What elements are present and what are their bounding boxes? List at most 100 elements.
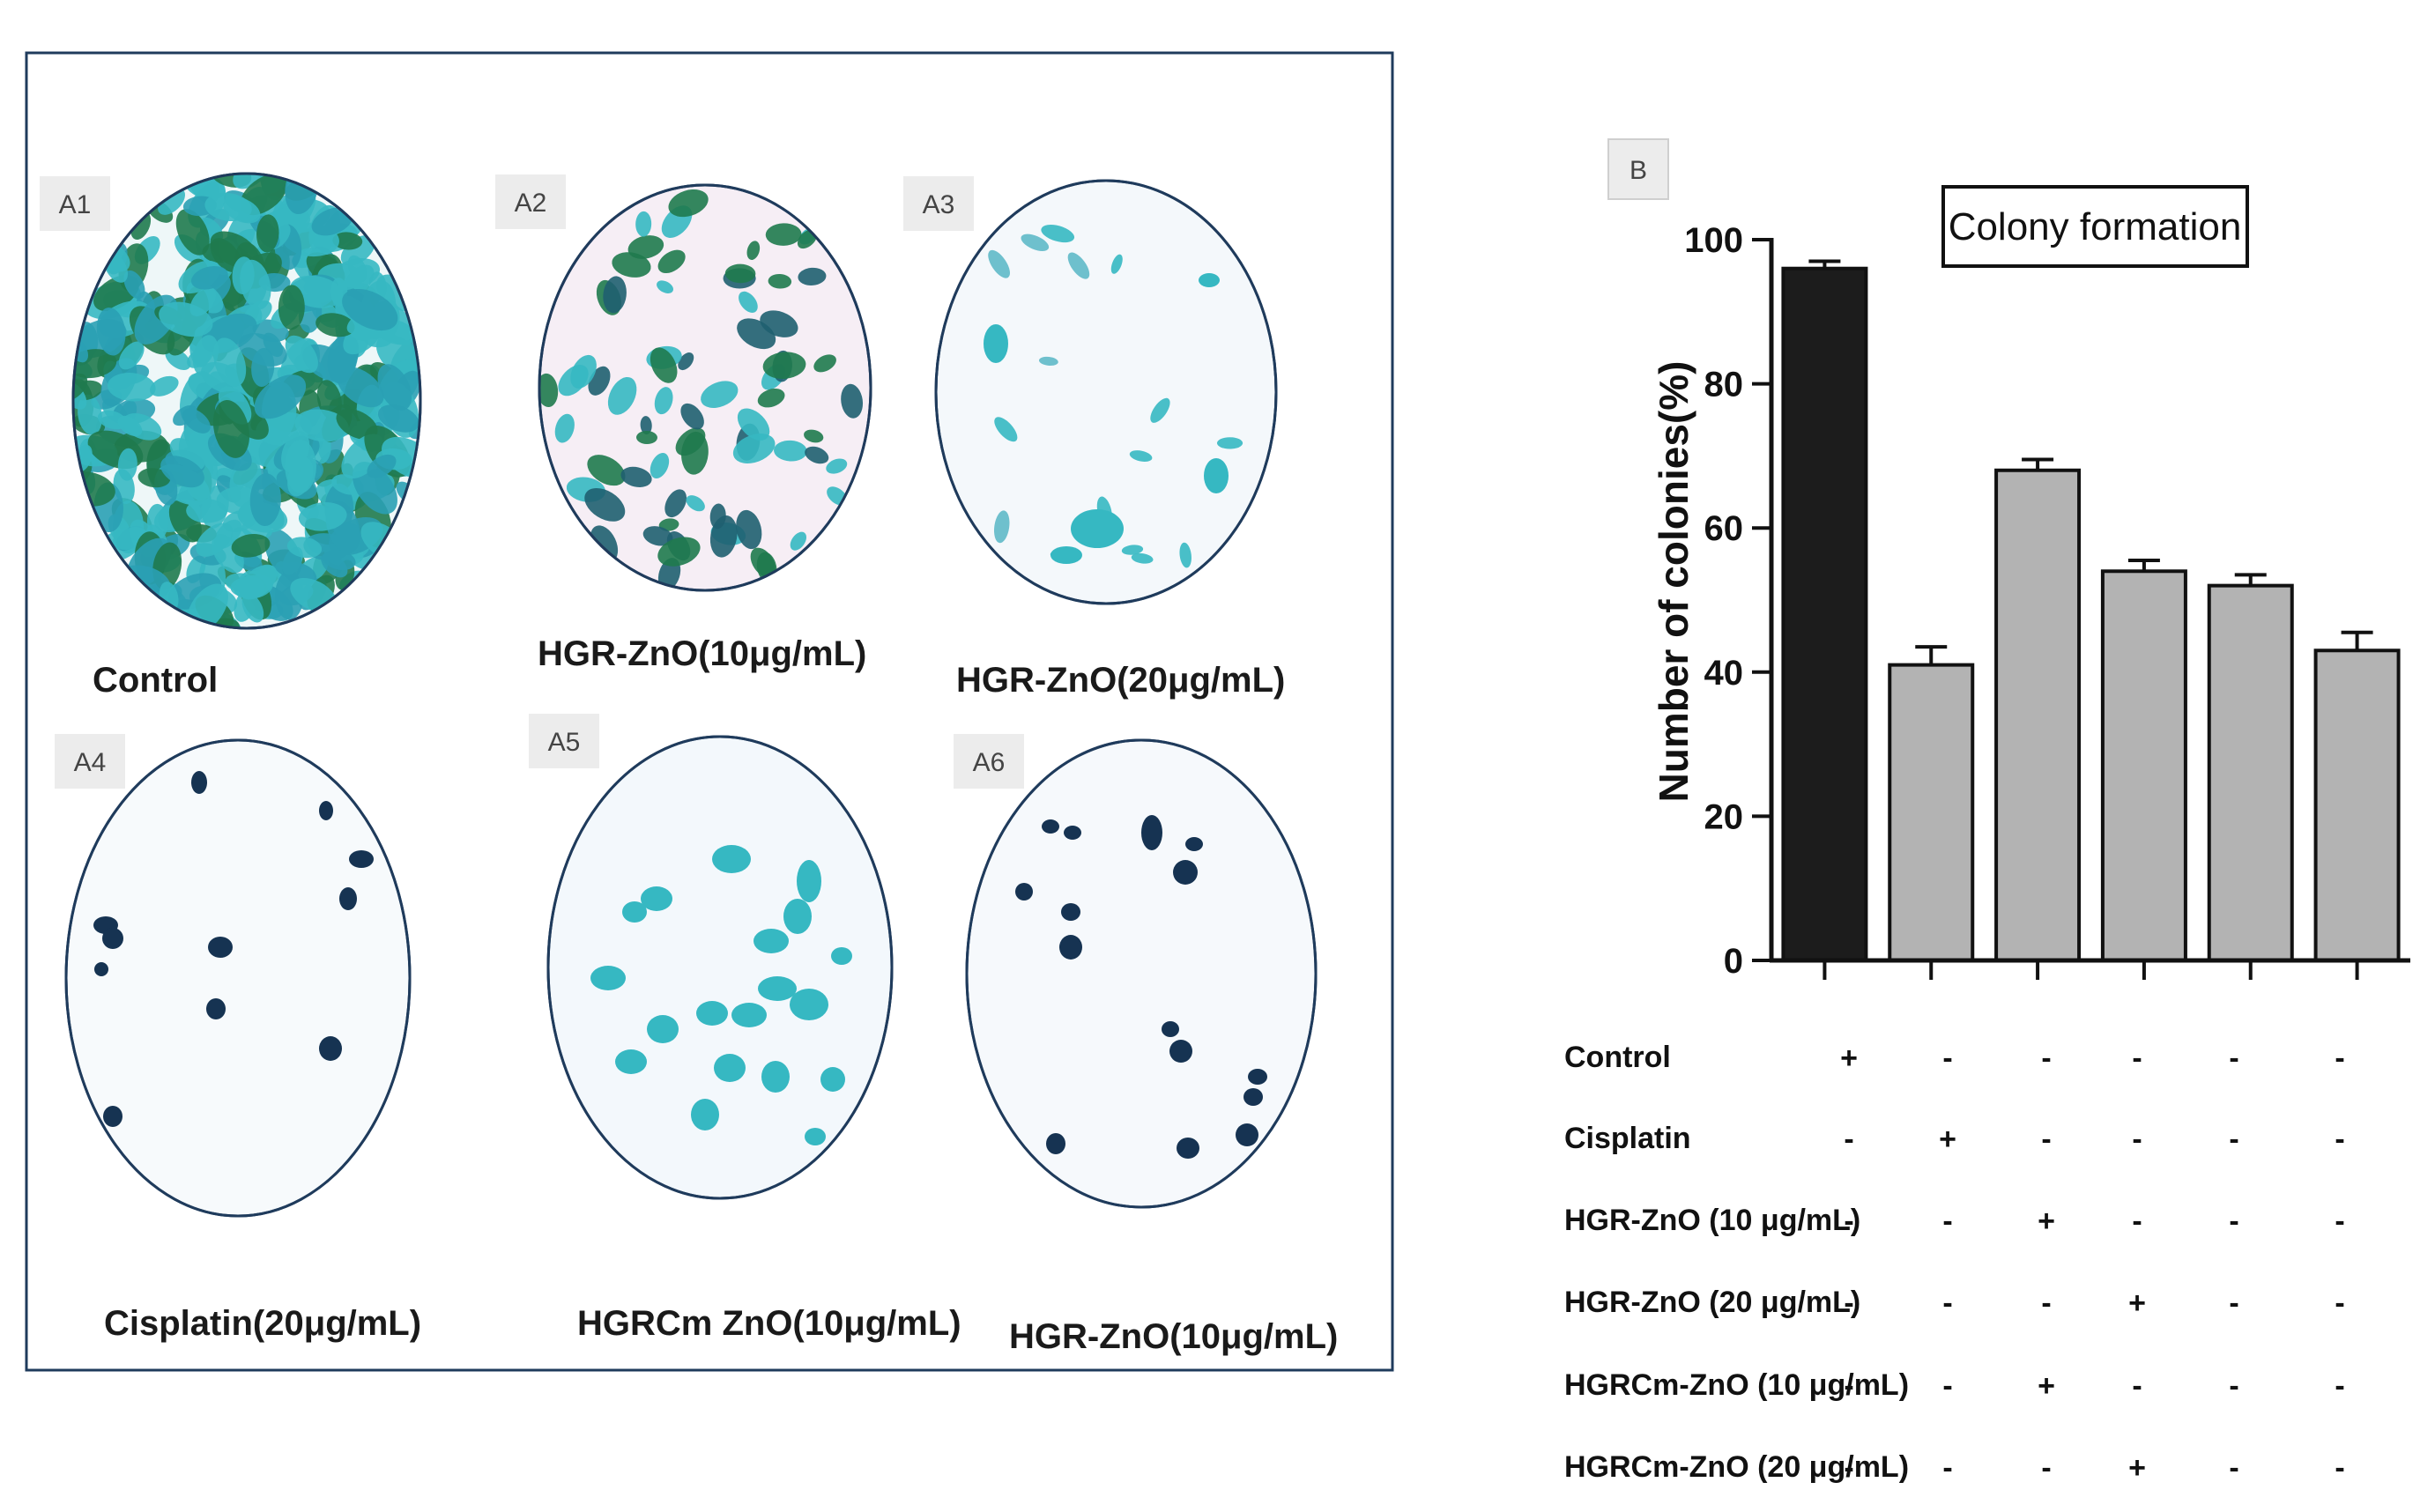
stained-cell (737, 408, 770, 441)
stained-cell (294, 409, 349, 442)
stained-cell (123, 270, 145, 300)
bar (1994, 468, 2082, 962)
panel-b-tag-box (1607, 138, 1669, 200)
bar (1888, 663, 1975, 962)
stained-cell (701, 381, 739, 408)
stained-cell (117, 448, 137, 481)
treatment-mark: - (2132, 1204, 2142, 1238)
stained-cell (256, 214, 279, 253)
stained-cell (337, 367, 384, 408)
colony (1243, 1088, 1263, 1106)
treatment-mark: - (2229, 1123, 2238, 1156)
treatment-mark: - (2229, 1451, 2238, 1485)
treatment-mark: - (2132, 1369, 2142, 1403)
bars (1781, 259, 2401, 963)
tag-a1: A1 (59, 190, 92, 219)
colony (731, 1003, 767, 1027)
stained-cell (650, 347, 678, 383)
stained-cell (231, 533, 271, 558)
colony (831, 947, 852, 965)
colony (1071, 509, 1124, 548)
chart-title: Colony formation (1949, 205, 2242, 248)
stained-cell (736, 509, 762, 550)
stained-cell (678, 352, 694, 371)
bar (2207, 583, 2294, 962)
stained-cell (603, 276, 627, 314)
stained-cell (765, 223, 802, 246)
stained-cell (377, 404, 419, 433)
tag-box-a6 (954, 734, 1024, 789)
stained-cell (285, 335, 318, 374)
y-axis-label: Number of colonies(%) (1651, 361, 1696, 803)
stained-cell (993, 510, 1010, 544)
stained-cell (286, 537, 323, 559)
treatment-mark: + (1840, 1041, 1858, 1075)
colony (984, 324, 1008, 363)
colony (797, 860, 821, 902)
cells-a6 (1015, 815, 1267, 1159)
caption-a3: HGR-ZnO(20μg/mL) (956, 661, 1285, 700)
treatment-mark: - (1942, 1204, 1952, 1238)
caption-a5: HGRCm ZnO(10μg/mL) (577, 1304, 961, 1343)
tag-a2: A2 (515, 189, 547, 218)
stained-cell (1129, 450, 1153, 462)
colony (1061, 903, 1080, 921)
stained-cell (554, 413, 575, 443)
bar-chart: Colony formation Number of colonies(%) 0… (1651, 185, 2410, 981)
treatment-mark: - (2229, 1286, 2238, 1320)
stained-cell (190, 265, 228, 290)
colony (1177, 1138, 1199, 1159)
stained-cell (298, 502, 347, 531)
y-tick-label: 100 (1684, 221, 1743, 260)
stained-cell (762, 352, 806, 380)
y-tick-label: 80 (1704, 366, 1744, 404)
treatment-mark: - (1844, 1204, 1853, 1238)
treatment-row-label: HGRCm-ZnO (10 μg/mL) (1564, 1368, 1909, 1402)
colony (1199, 273, 1220, 287)
colony (319, 1036, 342, 1061)
stained-cell (657, 249, 686, 274)
caption-a4: Cisplatin(20μg/mL) (104, 1304, 421, 1343)
stained-cell (1131, 552, 1154, 564)
stained-cell (798, 267, 827, 285)
colony (783, 899, 812, 934)
stained-cell (732, 434, 776, 463)
colony (691, 1099, 719, 1130)
treatment-mark: - (2229, 1369, 2238, 1403)
dish-tags: A1 A2 A3 A4 A5 A6 (40, 174, 1024, 789)
treatment-mark: - (1844, 1369, 1853, 1403)
colony (1141, 815, 1162, 850)
tag-box-a2 (495, 174, 566, 229)
treatment-table: Control + - - - - -Cisplatin - + - - - -HGR-ZnO (10 … (1564, 1041, 2345, 1485)
stained-cell (251, 347, 275, 388)
treatment-mark: - (2335, 1123, 2344, 1156)
colony (820, 1067, 845, 1092)
y-tick-label: 20 (1704, 797, 1744, 836)
stained-cell (640, 416, 652, 435)
stained-cell (73, 373, 88, 403)
stained-cell (160, 456, 204, 488)
dish-a2 (538, 183, 872, 592)
colony (1162, 1021, 1179, 1037)
colony (1185, 837, 1203, 851)
treatment-mark: - (2041, 1123, 2051, 1156)
caption-a2: HGR-ZnO(10μg/mL) (538, 634, 866, 673)
stained-cell (1216, 437, 1243, 449)
tag-box-a5 (529, 714, 599, 768)
treatment-row-label: HGR-ZnO (10 μg/mL) (1564, 1204, 1860, 1237)
stained-cell (364, 330, 393, 348)
stained-cell (675, 427, 706, 456)
colony (1059, 935, 1082, 960)
colony (191, 771, 207, 794)
stained-cell (212, 400, 250, 458)
bar (2100, 569, 2187, 963)
y-tick-label: 40 (1704, 654, 1744, 693)
colony (102, 928, 123, 949)
stained-cell (750, 547, 776, 578)
colony (590, 966, 626, 990)
stained-cell (650, 453, 670, 478)
stained-cell (1021, 233, 1050, 251)
dish-a5 (546, 735, 894, 1200)
stained-cell (642, 526, 673, 546)
